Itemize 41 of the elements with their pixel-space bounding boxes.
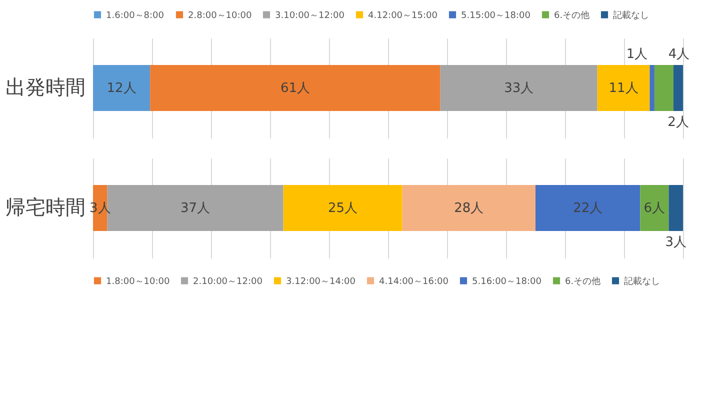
legend-label: 2.8:00～10:00 xyxy=(188,10,252,21)
bar xyxy=(597,65,650,111)
data-label: 6人 xyxy=(644,201,666,216)
legend-label: 6.その他 xyxy=(565,276,601,287)
legend-label: 3.10:00～12:00 xyxy=(275,10,345,21)
data-label: 11人 xyxy=(608,81,638,96)
data-label: 4人 xyxy=(668,47,690,62)
legend-label: 2.10:00～12:00 xyxy=(193,276,263,287)
legend-label: 4.14:00～16:00 xyxy=(379,276,449,287)
data-label: 2人 xyxy=(668,115,689,130)
data-label: 33人 xyxy=(504,81,534,96)
data-label: 22人 xyxy=(573,201,603,216)
bar xyxy=(93,65,150,111)
bar xyxy=(283,185,402,231)
legend-label: 3.12:00～14:00 xyxy=(286,276,356,287)
bar xyxy=(440,65,598,111)
legend-label: 1.8:00～10:00 xyxy=(106,276,170,287)
bar xyxy=(536,185,640,231)
legend-label: 6.その他 xyxy=(554,10,590,21)
data-label: 28人 xyxy=(454,201,484,216)
legend-label: 5.16:00～18:00 xyxy=(472,276,542,287)
data-label: 3人 xyxy=(665,235,687,250)
data-label: 61人 xyxy=(280,81,310,96)
legend-label: 記載なし xyxy=(624,276,660,287)
bar xyxy=(654,65,674,111)
legend-label: 1.6:00～8:00 xyxy=(106,10,164,21)
data-label: 1人 xyxy=(626,47,648,62)
y-tick-label: 帰宅時間 xyxy=(6,195,86,219)
bar xyxy=(640,185,669,231)
bar xyxy=(402,185,536,231)
data-label: 12人 xyxy=(106,81,136,96)
legend-label: 5.15:00～18:00 xyxy=(461,10,531,21)
bar xyxy=(150,65,440,111)
data-label: 37人 xyxy=(180,201,210,216)
bar xyxy=(650,65,654,111)
legend-label: 4.12:00～15:00 xyxy=(368,10,438,21)
legend-label: 記載なし xyxy=(613,10,649,21)
y-tick-label: 出発時間 xyxy=(6,75,86,99)
bar xyxy=(673,65,683,111)
bar xyxy=(668,185,683,231)
data-label: 25人 xyxy=(328,201,358,216)
